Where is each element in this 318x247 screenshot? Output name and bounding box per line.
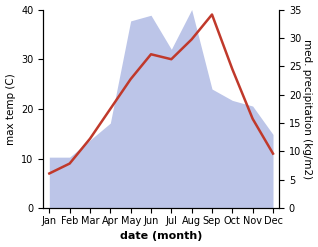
X-axis label: date (month): date (month) <box>120 231 202 242</box>
Y-axis label: max temp (C): max temp (C) <box>5 73 16 145</box>
Y-axis label: med. precipitation (kg/m2): med. precipitation (kg/m2) <box>302 39 313 179</box>
